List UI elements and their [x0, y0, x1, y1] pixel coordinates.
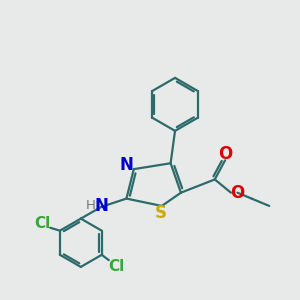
Text: Cl: Cl — [34, 216, 50, 231]
Text: O: O — [230, 184, 244, 202]
Text: O: O — [218, 145, 233, 163]
Text: H: H — [86, 200, 96, 212]
Text: N: N — [119, 156, 134, 174]
Text: N: N — [94, 197, 108, 215]
Text: Cl: Cl — [108, 259, 124, 274]
Text: S: S — [154, 204, 166, 222]
